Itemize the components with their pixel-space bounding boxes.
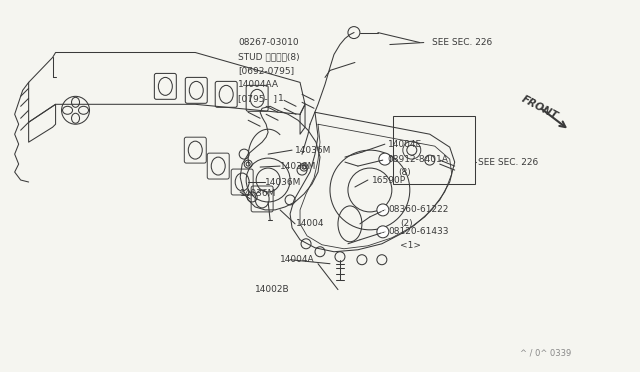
Text: 14004: 14004 — [296, 219, 324, 228]
Text: 08120-61433: 08120-61433 — [389, 227, 449, 236]
Text: [0795-  ]: [0795- ] — [238, 94, 277, 103]
Text: 14004E: 14004E — [388, 140, 422, 149]
Circle shape — [379, 153, 391, 165]
Text: 14004AA: 14004AA — [238, 80, 279, 89]
Text: STUD スタッド(8): STUD スタッド(8) — [238, 52, 300, 61]
Circle shape — [377, 226, 389, 238]
Text: 14036M: 14036M — [240, 189, 276, 199]
Text: 14036M: 14036M — [295, 145, 332, 155]
Text: <1>: <1> — [400, 241, 421, 250]
Text: 08912-8401A: 08912-8401A — [388, 155, 449, 164]
Text: 16590P: 16590P — [372, 176, 406, 185]
Text: ^ / 0^ 0339: ^ / 0^ 0339 — [520, 349, 571, 358]
Text: (8): (8) — [398, 167, 411, 177]
Text: 08267-03010: 08267-03010 — [238, 38, 299, 47]
Text: (2): (2) — [400, 219, 412, 228]
Text: 14004A: 14004A — [280, 255, 315, 264]
Bar — [393, 116, 475, 184]
Text: FRONT: FRONT — [520, 93, 559, 121]
Text: B: B — [381, 229, 385, 235]
Text: 14002B: 14002B — [255, 285, 290, 294]
Text: N: N — [382, 156, 387, 162]
Text: [0692-0795]: [0692-0795] — [238, 66, 294, 75]
Text: 14036M: 14036M — [265, 177, 301, 186]
Text: 08360-61222: 08360-61222 — [389, 205, 449, 214]
Text: 14036M: 14036M — [280, 161, 316, 171]
Text: 1: 1 — [278, 94, 284, 103]
Text: SEE SEC. 226: SEE SEC. 226 — [432, 38, 492, 47]
Circle shape — [377, 204, 389, 216]
Text: S: S — [381, 207, 385, 213]
Text: SEE SEC. 226: SEE SEC. 226 — [477, 158, 538, 167]
